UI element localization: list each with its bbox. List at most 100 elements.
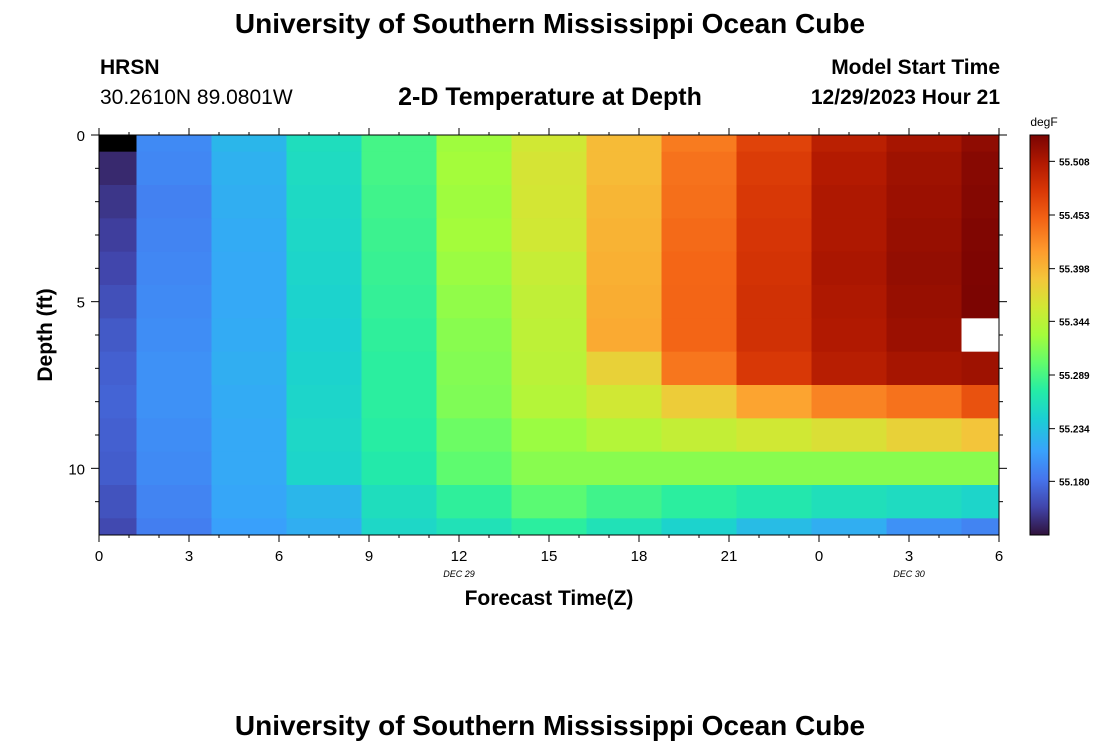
x-tick-label: 9 — [365, 548, 373, 565]
x-axis: 0 3 6 9 12 15 18 21 0 3 6 DEC 29 DEC 30 — [95, 128, 1003, 579]
y-axis: 0 5 10 — [68, 128, 1007, 503]
heatmap-cell — [286, 418, 362, 453]
heatmap-cell — [99, 518, 137, 536]
heatmap-cell — [661, 135, 737, 153]
heatmap-cell — [886, 518, 962, 536]
heatmap-cell — [886, 135, 962, 153]
heatmap-cell — [811, 285, 887, 319]
heatmap-cell — [811, 485, 887, 519]
heatmap-cell — [661, 285, 737, 319]
heatmap-cell — [136, 285, 212, 319]
heatmap-cell — [436, 218, 512, 253]
heatmap-cell — [136, 518, 212, 536]
heatmap-cell — [586, 518, 662, 536]
y-axis-label: Depth (ft) — [34, 288, 57, 381]
heatmap-cell — [811, 185, 887, 219]
heatmap-cell — [211, 135, 287, 153]
heatmap-cell — [286, 185, 362, 219]
heatmap-cell — [811, 351, 887, 386]
heatmap-cell — [586, 185, 662, 219]
heatmap-cell — [136, 318, 212, 353]
colorbar: degF 55.508 55.453 55.398 55.344 55.289 55.23… — [1029, 115, 1090, 536]
heatmap-cell — [886, 218, 962, 253]
heatmap-cell — [99, 351, 137, 386]
heatmap-cell — [661, 185, 737, 219]
heatmap-cell — [286, 251, 362, 286]
heatmap-cell — [99, 185, 137, 219]
heatmap-cell — [361, 135, 437, 153]
heatmap-cell — [511, 418, 587, 453]
heatmap-cell — [436, 151, 512, 186]
heatmap-cell — [736, 318, 812, 353]
heatmap-cell — [811, 218, 887, 253]
heatmap-cell — [136, 135, 212, 153]
temperature-heatmap-chart: 0 3 6 9 12 15 18 21 0 3 6 DEC 29 DEC 30 0 5 10 Forecas… — [34, 115, 1090, 610]
heatmap-cell — [586, 485, 662, 519]
heatmap-cell — [211, 151, 287, 186]
colorbar-label: 55.234 — [1059, 425, 1090, 436]
heatmap-cell — [736, 385, 812, 419]
heatmap-cell — [886, 185, 962, 219]
heatmap-cell — [586, 151, 662, 186]
heatmap-cell — [511, 251, 587, 286]
heatmap-cell — [811, 418, 887, 453]
heatmap-cell — [286, 218, 362, 253]
heatmap-cell — [736, 351, 812, 386]
heatmap-cell — [211, 518, 287, 536]
heatmap-cell — [211, 351, 287, 386]
heatmap-cell — [661, 151, 737, 186]
date-label: DEC 30 — [893, 569, 925, 579]
heatmap-cell — [436, 135, 512, 153]
heatmap-cell — [736, 151, 812, 186]
heatmap-cell — [361, 418, 437, 453]
heatmap-cell — [211, 451, 287, 486]
heatmap-cell — [736, 418, 812, 453]
heatmap-cell — [961, 485, 1000, 519]
x-tick-label: 0 — [815, 548, 823, 565]
heatmap-cell — [211, 318, 287, 353]
heatmap-cell — [661, 318, 737, 353]
heatmap-cell — [361, 185, 437, 219]
heatmap-cell — [211, 251, 287, 286]
heatmap-cell — [99, 218, 137, 253]
heatmap-cell — [286, 451, 362, 486]
heatmap-cell — [961, 218, 1000, 253]
heatmap-cell — [436, 385, 512, 419]
heatmap-cell — [961, 451, 1000, 486]
heatmap-cell — [511, 185, 587, 219]
x-tick-label: 6 — [995, 548, 1003, 565]
heatmap-cell — [886, 418, 962, 453]
heatmap-cell — [811, 135, 887, 153]
heatmap-cell — [99, 385, 137, 419]
heatmap-cell — [586, 251, 662, 286]
heatmap-cell — [286, 135, 362, 153]
heatmap-cell — [99, 451, 137, 486]
colorbar-label: 55.508 — [1059, 157, 1090, 168]
heatmap-cell — [961, 185, 1000, 219]
colorbar-unit: degF — [1030, 115, 1057, 129]
heatmap-cell — [811, 251, 887, 286]
heatmap-cell — [286, 318, 362, 353]
heatmap-cell — [811, 151, 887, 186]
heatmap-cell — [211, 385, 287, 419]
heatmap-cell — [511, 485, 587, 519]
chart-subtitle: 2-D Temperature at Depth — [398, 83, 702, 111]
heatmap-cell — [661, 218, 737, 253]
heatmap-cell — [361, 218, 437, 253]
heatmap-cell — [436, 518, 512, 536]
heatmap-cell — [436, 318, 512, 353]
heatmap-cell — [961, 251, 1000, 286]
footer-title: University of Southern Mississippi Ocean… — [234, 710, 866, 741]
heatmap-cell — [436, 485, 512, 519]
heatmap-cell — [286, 351, 362, 386]
heatmap-cell — [511, 218, 587, 253]
heatmap-cell — [811, 518, 887, 536]
heatmap-cell — [586, 218, 662, 253]
heatmap-cell — [361, 385, 437, 419]
colorbar-label: 55.453 — [1059, 211, 1090, 222]
colorbar-gradient — [1029, 134, 1050, 536]
heatmap-cell — [99, 151, 137, 186]
heatmap-cell — [511, 385, 587, 419]
heatmap-cell — [736, 218, 812, 253]
heatmap-cell — [436, 418, 512, 453]
